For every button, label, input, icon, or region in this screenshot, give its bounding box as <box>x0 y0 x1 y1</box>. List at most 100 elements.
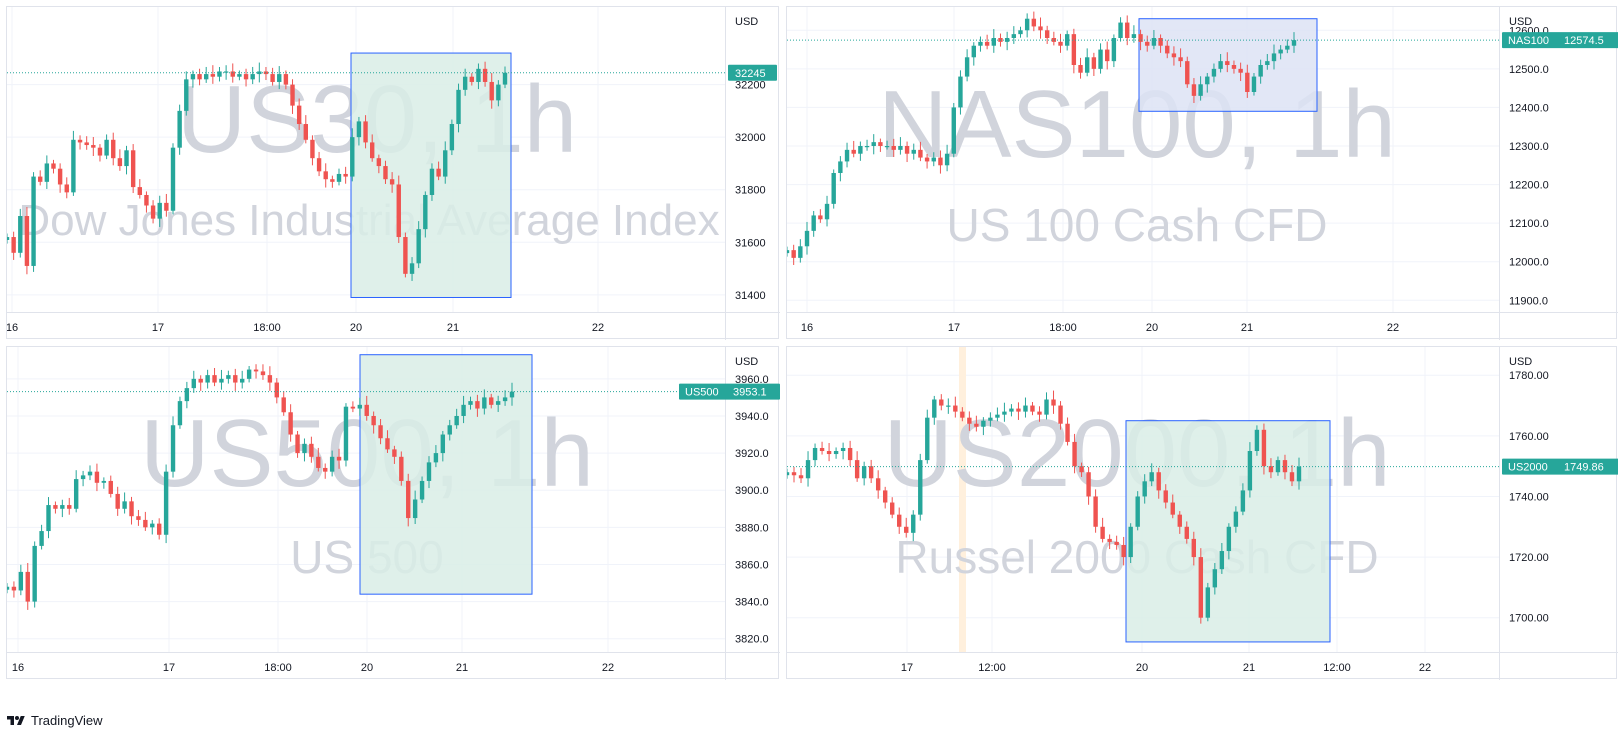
candle <box>1268 458 1274 479</box>
candle <box>104 134 109 160</box>
candle <box>364 395 369 421</box>
candle <box>1261 423 1267 475</box>
candle <box>1251 73 1257 96</box>
candle <box>461 395 466 424</box>
candle <box>1037 406 1042 422</box>
candle <box>267 366 273 391</box>
price-axis[interactable]: 3820.0 3840.0 3860.0 3880.0 3900.0 3920.0 3940… <box>735 374 769 646</box>
candle <box>150 520 155 535</box>
candle <box>281 391 286 416</box>
price-axis[interactable]: 1700.00 1720.00 1740.00 1760.00 1780.00 <box>1509 370 1549 624</box>
candle <box>1031 11 1037 32</box>
watermark-subtitle: US 100 Cash CFD <box>947 199 1328 251</box>
candle <box>122 492 127 514</box>
candle <box>1142 474 1147 504</box>
candle <box>303 115 308 144</box>
price-axis[interactable]: 11900.0 12000.0 12100.0 12200.0 12300.0 12400… <box>1509 25 1549 307</box>
x-tick-label: 16 <box>7 322 18 334</box>
candle <box>101 477 107 489</box>
x-tick-label: 17 <box>163 662 175 674</box>
candle <box>73 470 79 513</box>
candle <box>489 73 494 109</box>
candle <box>18 564 24 596</box>
candle <box>1177 511 1182 534</box>
chart-panel-us30[interactable]: US30, 1h Dow Jones Industrial Average Ind… <box>6 6 780 340</box>
candle <box>1240 483 1246 516</box>
candle <box>53 501 58 514</box>
candle <box>136 509 141 526</box>
x-tick-label: 16 <box>12 662 24 674</box>
candle <box>302 438 307 462</box>
candle <box>1128 523 1133 564</box>
candle <box>150 200 156 224</box>
candle <box>419 476 425 504</box>
candle <box>1163 484 1168 509</box>
candle <box>447 419 452 441</box>
candle <box>931 152 936 167</box>
candle <box>416 221 421 269</box>
candle <box>1016 402 1021 420</box>
candle <box>1254 425 1260 456</box>
candle <box>1275 456 1281 476</box>
candle <box>399 451 404 486</box>
highlight-rectangle[interactable] <box>359 354 533 595</box>
candle <box>1285 39 1290 54</box>
candle <box>1191 531 1196 566</box>
candle <box>350 128 355 182</box>
candle <box>389 172 395 193</box>
candle <box>468 396 473 410</box>
candle <box>884 140 890 150</box>
candle <box>283 70 289 90</box>
tradingview-brand[interactable]: TradingView <box>7 713 103 728</box>
x-tick-label: 21 <box>1243 662 1255 674</box>
candle <box>406 473 411 527</box>
candle <box>476 63 481 90</box>
candle <box>1091 52 1097 76</box>
candle <box>1058 401 1063 430</box>
candle <box>295 430 300 458</box>
candle <box>1218 54 1223 73</box>
candle <box>356 116 362 146</box>
candle <box>97 144 103 162</box>
candle <box>94 463 100 492</box>
candle <box>988 412 993 427</box>
candle <box>482 389 487 415</box>
time-axis[interactable]: 16 17 18:00 20 21 22 <box>12 662 614 674</box>
candle <box>426 456 432 489</box>
candle <box>246 365 252 383</box>
candle <box>170 416 176 478</box>
candle <box>1086 466 1091 505</box>
candle <box>1211 63 1217 83</box>
candle <box>1171 46 1177 66</box>
time-axis[interactable]: 16 17 18:00 20 21 22 <box>7 322 604 334</box>
price-axis[interactable]: 31400 31600 31800 32000 32200 <box>735 80 766 302</box>
candle <box>1084 48 1090 77</box>
candle <box>350 401 356 413</box>
chart-panel-nas100[interactable]: NAS100, 1h US 100 Cash CFD USD 11900.0 12000… <box>786 6 1618 340</box>
time-axis[interactable]: 17 12:00 20 21 12:00 22 <box>901 662 1431 674</box>
candle <box>1219 543 1225 574</box>
candle <box>277 66 282 90</box>
candle <box>804 221 810 255</box>
candle <box>376 154 382 174</box>
candle <box>861 461 867 486</box>
candle <box>343 166 348 184</box>
candle <box>217 66 222 82</box>
y-tick-label: 1700.00 <box>1509 613 1549 625</box>
candle <box>1205 73 1210 93</box>
time-axis[interactable]: 16 17 18:00 20 21 22 <box>801 322 1399 334</box>
candle <box>1065 417 1070 446</box>
candle <box>18 208 23 258</box>
candle <box>11 231 16 260</box>
candle <box>323 163 328 188</box>
x-tick-label: 20 <box>361 662 373 674</box>
y-tick-label: 12100.0 <box>1509 218 1549 230</box>
candle <box>163 464 169 544</box>
candle <box>191 370 196 393</box>
